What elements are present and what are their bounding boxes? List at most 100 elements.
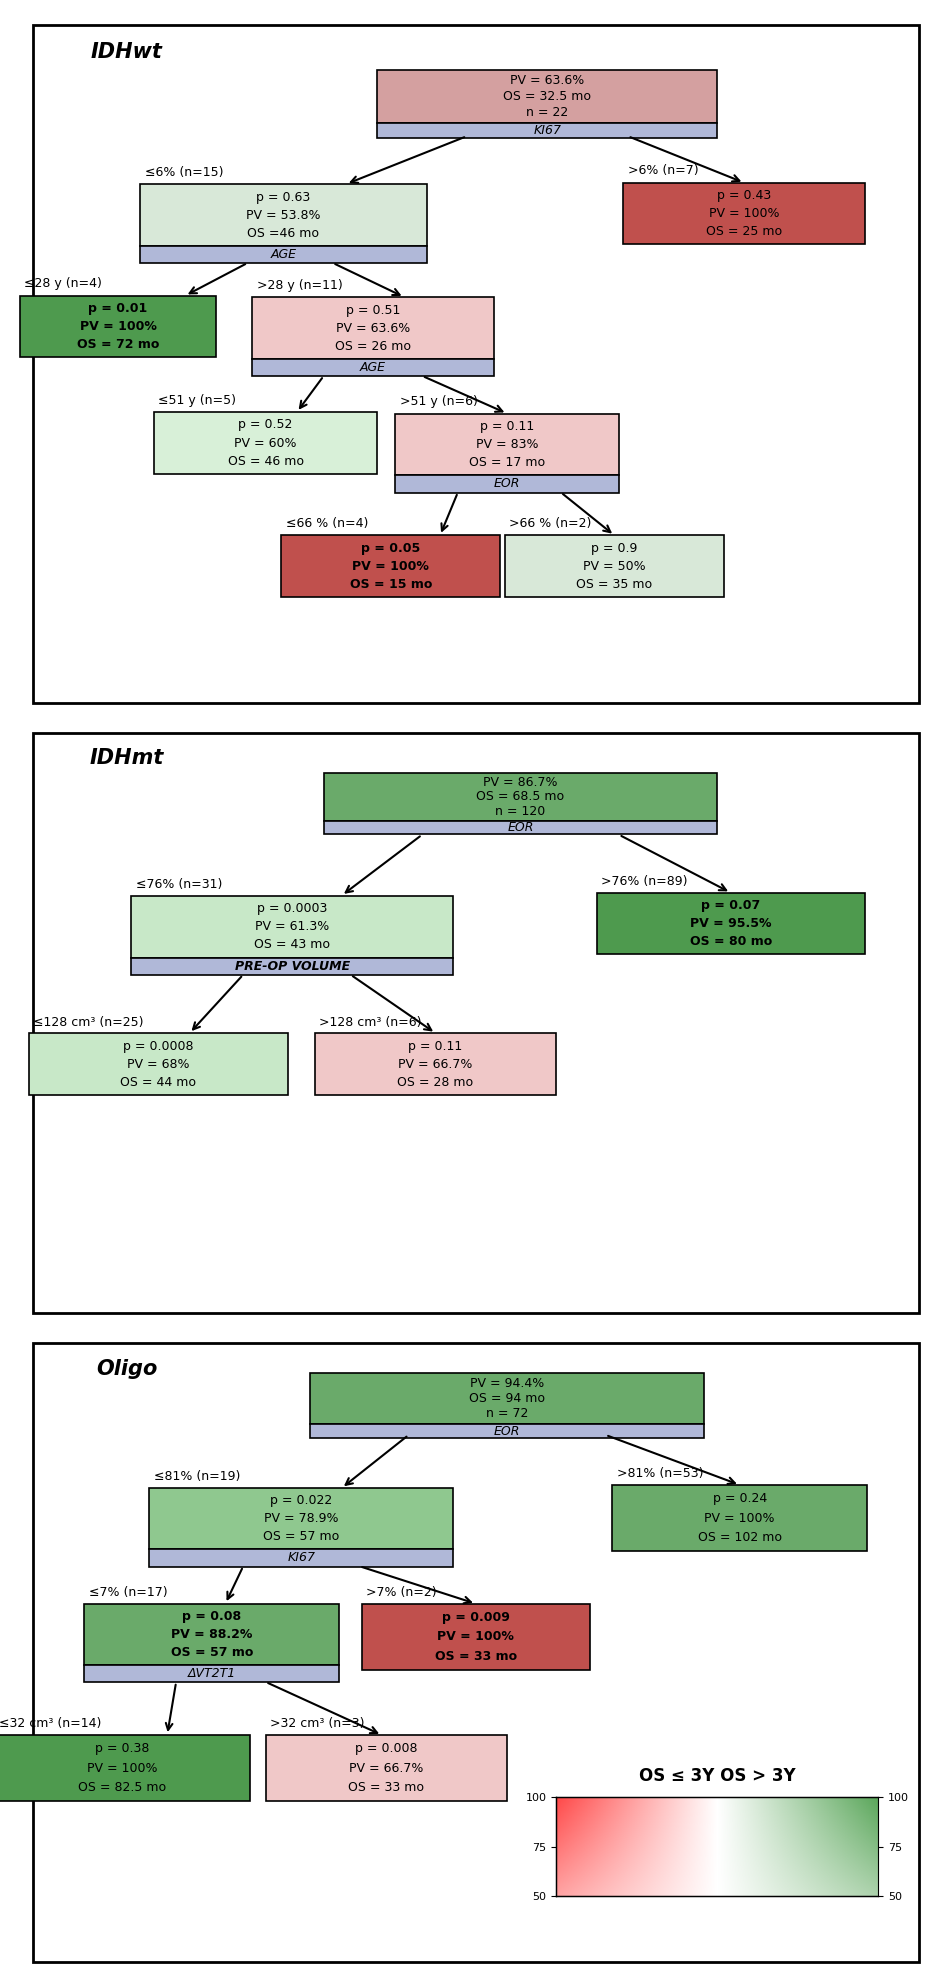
Bar <box>378 123 717 139</box>
Text: IDHwt: IDHwt <box>91 42 163 62</box>
Text: EOR: EOR <box>494 1425 520 1437</box>
Text: p = 0.008: p = 0.008 <box>355 1743 417 1755</box>
Bar <box>310 1423 704 1439</box>
Text: EOR: EOR <box>507 822 534 834</box>
Text: p = 0.08: p = 0.08 <box>183 1610 242 1624</box>
Bar <box>505 536 724 597</box>
Bar <box>154 413 378 474</box>
Text: p = 0.51: p = 0.51 <box>345 304 399 318</box>
Text: p = 0.0008: p = 0.0008 <box>123 1040 193 1052</box>
Text: OS = 102 mo: OS = 102 mo <box>697 1530 781 1544</box>
Text: OS = 57 mo: OS = 57 mo <box>263 1530 340 1542</box>
Text: >7% (n=2): >7% (n=2) <box>366 1586 437 1600</box>
Text: KI67: KI67 <box>533 125 561 137</box>
Text: PV = 100%: PV = 100% <box>708 206 779 220</box>
Bar <box>252 298 494 359</box>
Bar <box>323 822 717 834</box>
Text: >28 y (n=11): >28 y (n=11) <box>257 280 342 292</box>
Text: p = 0.9: p = 0.9 <box>591 542 637 554</box>
Text: >76% (n=89): >76% (n=89) <box>601 875 688 889</box>
Text: OS = 68.5 mo: OS = 68.5 mo <box>476 790 564 804</box>
Text: ≤66 % (n=4): ≤66 % (n=4) <box>285 516 368 530</box>
Text: IDHmt: IDHmt <box>89 748 164 768</box>
Bar <box>149 1489 453 1550</box>
Text: ≤128 cm³ (n=25): ≤128 cm³ (n=25) <box>33 1016 144 1028</box>
Text: PV = 63.6%: PV = 63.6% <box>336 322 410 335</box>
Text: PV = 63.6%: PV = 63.6% <box>510 73 584 87</box>
Text: p = 0.63: p = 0.63 <box>256 191 310 204</box>
Text: PV = 61.3%: PV = 61.3% <box>255 921 329 933</box>
Text: n = 120: n = 120 <box>495 804 545 818</box>
Text: ≤7% (n=17): ≤7% (n=17) <box>88 1586 167 1600</box>
Text: Oligo: Oligo <box>96 1358 158 1380</box>
Text: OS = 46 mo: OS = 46 mo <box>227 455 303 468</box>
Text: p = 0.43: p = 0.43 <box>716 189 771 202</box>
Text: PV = 100%: PV = 100% <box>80 320 156 333</box>
Text: PV = 78.9%: PV = 78.9% <box>264 1513 339 1524</box>
Bar <box>85 1665 340 1681</box>
Text: ≤28 y (n=4): ≤28 y (n=4) <box>24 278 102 290</box>
Text: OS = 94 mo: OS = 94 mo <box>469 1391 545 1405</box>
Text: PV = 100%: PV = 100% <box>437 1630 514 1644</box>
Text: OS = 25 mo: OS = 25 mo <box>706 224 782 238</box>
Text: ≤81% (n=19): ≤81% (n=19) <box>154 1471 240 1483</box>
Text: AGE: AGE <box>359 361 386 373</box>
Text: OS = 80 mo: OS = 80 mo <box>689 935 771 949</box>
Text: >81% (n=53): >81% (n=53) <box>616 1467 703 1481</box>
Text: OS = 33 mo: OS = 33 mo <box>348 1781 424 1794</box>
Bar <box>281 536 500 597</box>
Bar <box>149 1550 453 1566</box>
Text: OS = 28 mo: OS = 28 mo <box>398 1076 474 1090</box>
Text: OS = 33 mo: OS = 33 mo <box>435 1650 516 1663</box>
Bar <box>131 957 453 975</box>
Bar <box>611 1485 866 1550</box>
Text: PV = 95.5%: PV = 95.5% <box>689 917 771 931</box>
Bar <box>20 296 216 357</box>
Text: PV = 100%: PV = 100% <box>87 1763 158 1775</box>
Text: PRE-OP VOLUME: PRE-OP VOLUME <box>235 961 350 973</box>
Text: p = 0.0003: p = 0.0003 <box>257 901 327 915</box>
Text: n = 72: n = 72 <box>486 1407 528 1419</box>
Text: >51 y (n=6): >51 y (n=6) <box>399 395 477 409</box>
Text: PV = 83%: PV = 83% <box>476 439 538 451</box>
Text: p = 0.24: p = 0.24 <box>712 1493 767 1505</box>
Text: PV = 94.4%: PV = 94.4% <box>470 1378 544 1390</box>
Text: OS ≤ 3Y OS > 3Y: OS ≤ 3Y OS > 3Y <box>639 1767 795 1785</box>
Text: OS = 82.5 mo: OS = 82.5 mo <box>78 1781 166 1794</box>
Text: p = 0.38: p = 0.38 <box>95 1743 149 1755</box>
Text: OS = 43 mo: OS = 43 mo <box>254 939 330 951</box>
Bar <box>395 415 618 474</box>
Text: >32 cm³ (n=3): >32 cm³ (n=3) <box>270 1717 364 1731</box>
Text: PV = 53.8%: PV = 53.8% <box>246 208 320 222</box>
Text: OS =46 mo: OS =46 mo <box>247 226 320 240</box>
Bar <box>29 1034 288 1096</box>
Text: PV = 50%: PV = 50% <box>583 560 646 574</box>
Text: ΔVT2T1: ΔVT2T1 <box>187 1667 236 1679</box>
Text: PV = 88.2%: PV = 88.2% <box>171 1628 252 1642</box>
Text: ≤32 cm³ (n=14): ≤32 cm³ (n=14) <box>0 1717 102 1731</box>
Text: OS = 72 mo: OS = 72 mo <box>77 337 159 351</box>
Text: p = 0.11: p = 0.11 <box>408 1040 462 1052</box>
Text: OS = 32.5 mo: OS = 32.5 mo <box>503 89 591 103</box>
Text: p = 0.022: p = 0.022 <box>270 1495 332 1507</box>
Text: p = 0.07: p = 0.07 <box>701 899 760 913</box>
Text: ≤51 y (n=5): ≤51 y (n=5) <box>158 393 236 407</box>
Text: ≤76% (n=31): ≤76% (n=31) <box>136 877 223 891</box>
Text: PV = 86.7%: PV = 86.7% <box>483 776 557 790</box>
Text: PV = 66.7%: PV = 66.7% <box>349 1763 423 1775</box>
Text: OS = 15 mo: OS = 15 mo <box>349 578 432 592</box>
Text: >6% (n=7): >6% (n=7) <box>628 165 698 177</box>
Text: p = 0.52: p = 0.52 <box>239 419 293 431</box>
Text: AGE: AGE <box>270 248 297 262</box>
Text: >128 cm³ (n=6): >128 cm³ (n=6) <box>319 1016 421 1028</box>
Bar <box>131 895 453 957</box>
Bar <box>310 1374 704 1423</box>
Text: PV = 60%: PV = 60% <box>234 437 297 449</box>
Text: OS = 44 mo: OS = 44 mo <box>120 1076 196 1090</box>
Text: PV = 100%: PV = 100% <box>352 560 429 574</box>
Text: >66 % (n=2): >66 % (n=2) <box>509 516 592 530</box>
Text: OS = 35 mo: OS = 35 mo <box>576 578 652 592</box>
Bar <box>315 1034 556 1096</box>
Bar <box>140 246 426 264</box>
Bar <box>596 893 864 955</box>
